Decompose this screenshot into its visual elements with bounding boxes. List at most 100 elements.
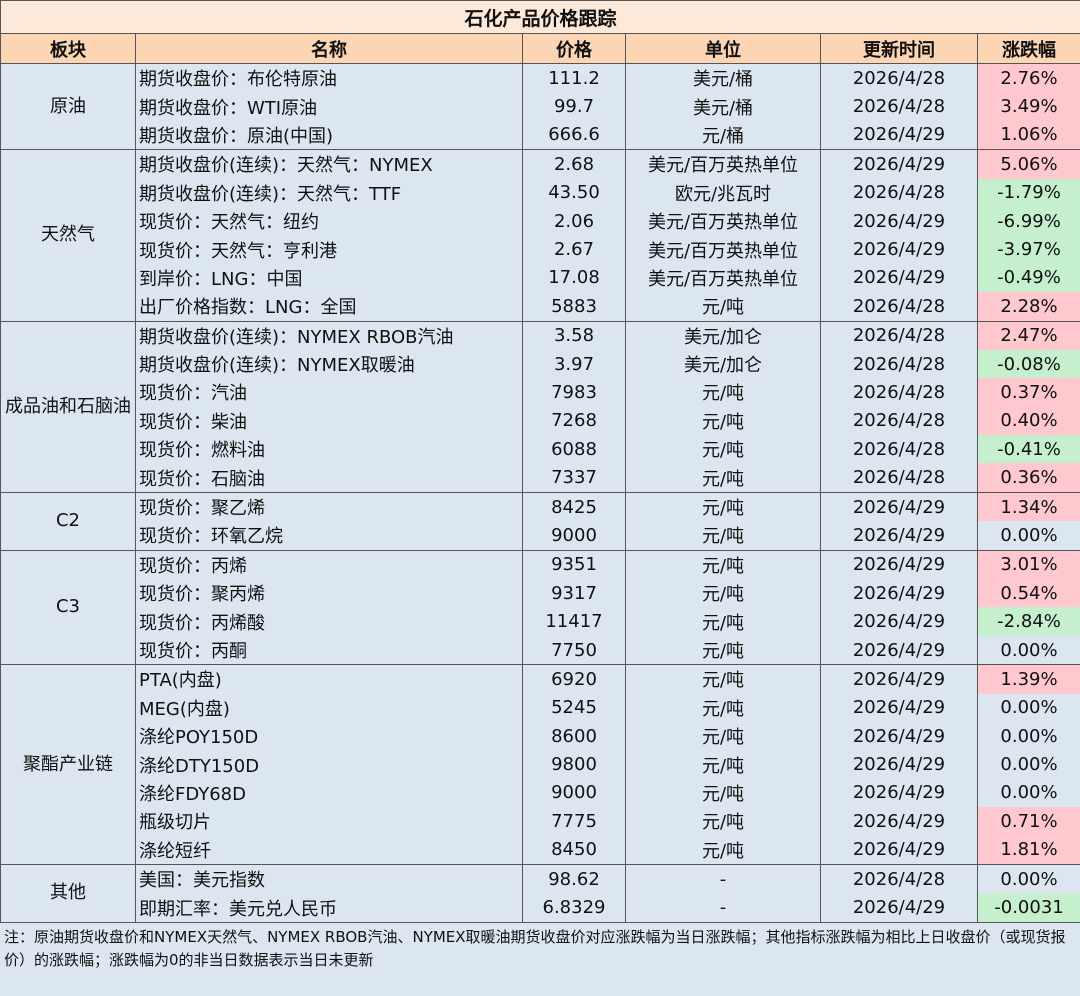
group-cell: C3 <box>0 549 136 666</box>
column-header: 涨跌幅 <box>976 33 1080 64</box>
change-cell: 0.40% <box>976 406 1080 436</box>
price-cell: 3.97 <box>522 349 626 379</box>
table-row: 涤纶FDY68D 9000 元/吨 2026/4/29 0.00% <box>1 778 1080 808</box>
unit-cell: 元/吨 <box>625 463 821 493</box>
name-cell: 现货价：聚乙烯 <box>135 492 523 522</box>
date-cell: 2026/4/28 <box>820 406 978 436</box>
date-cell: 2026/4/29 <box>820 579 978 608</box>
price-cell: 5245 <box>522 693 626 722</box>
table-row: 现货价：燃料油 6088 元/吨 2026/4/28 -0.41% <box>1 435 1080 464</box>
change-cell: 3.01% <box>976 550 1080 580</box>
name-cell: 现货价：天然气：纽约 <box>135 206 523 236</box>
table-row: 现货价：环氧乙烷 9000 元/吨 2026/4/29 0.00% <box>1 521 1080 551</box>
group-cell: 原油 <box>0 62 136 151</box>
unit-cell: 元/吨 <box>625 693 821 722</box>
unit-cell: 元/吨 <box>625 635 821 666</box>
date-cell: 2026/4/29 <box>820 664 978 694</box>
date-cell: 2026/4/29 <box>820 235 978 264</box>
table-row: 涤纶POY150D 8600 元/吨 2026/4/29 0.00% <box>1 721 1080 751</box>
name-cell: 现货价：丙烯 <box>135 550 523 580</box>
name-cell: 期货收盘价(连续)：NYMEX RBOB汽油 <box>135 321 523 350</box>
column-header: 价格 <box>522 33 626 64</box>
change-cell: 1.06% <box>976 120 1080 151</box>
name-cell: 期货收盘价：原油(中国) <box>135 120 523 151</box>
unit-cell: 元/吨 <box>625 721 821 751</box>
date-cell: 2026/4/28 <box>820 63 978 93</box>
date-cell: 2026/4/28 <box>820 321 978 350</box>
change-cell: 0.00% <box>976 635 1080 666</box>
name-cell: 瓶级切片 <box>135 807 523 836</box>
table-row: C2 现货价：聚乙烯 8425 元/吨 2026/4/29 1.34% <box>0 491 1080 551</box>
name-cell: 现货价：丙酮 <box>135 635 523 666</box>
change-cell: -6.99% <box>976 206 1080 236</box>
unit-cell: 欧元/兆瓦时 <box>625 178 821 207</box>
unit-cell: 元/吨 <box>625 406 821 436</box>
group-cell: 天然气 <box>0 149 136 322</box>
name-cell: 期货收盘价(连续)：天然气：NYMEX <box>135 149 523 179</box>
date-cell: 2026/4/28 <box>820 178 978 207</box>
name-cell: 涤纶短纤 <box>135 835 523 865</box>
change-cell: 1.34% <box>976 492 1080 522</box>
price-cell: 98.62 <box>522 864 626 894</box>
unit-cell: 元/吨 <box>625 807 821 836</box>
change-cell: 5.06% <box>976 149 1080 179</box>
date-cell: 2026/4/29 <box>820 149 978 179</box>
price-cell: 5883 <box>522 292 626 322</box>
change-cell: -0.0031 <box>976 893 1080 923</box>
column-header: 板块 <box>0 33 136 64</box>
table-title: 石化产品价格跟踪 <box>0 0 1080 34</box>
date-cell: 2026/4/29 <box>820 550 978 580</box>
name-cell: PTA(内盘) <box>135 664 523 694</box>
name-cell: 期货收盘价(连续)：天然气：TTF <box>135 178 523 207</box>
table-row: 涤纶DTY150D 9800 元/吨 2026/4/29 0.00% <box>1 750 1080 779</box>
unit-cell: 元/吨 <box>625 778 821 808</box>
table-row: 现货价：石脑油 7337 元/吨 2026/4/28 0.36% <box>1 463 1080 493</box>
change-cell: -0.41% <box>976 435 1080 464</box>
price-cell: 7268 <box>522 406 626 436</box>
date-cell: 2026/4/28 <box>820 864 978 894</box>
unit-cell: 元/吨 <box>625 521 821 551</box>
date-cell: 2026/4/29 <box>820 635 978 666</box>
name-cell: 现货价：丙烯酸 <box>135 607 523 636</box>
date-cell: 2026/4/29 <box>820 521 978 551</box>
date-cell: 2026/4/29 <box>820 721 978 751</box>
date-cell: 2026/4/28 <box>820 92 978 121</box>
unit-cell: 元/吨 <box>625 835 821 865</box>
change-cell: 0.00% <box>976 778 1080 808</box>
date-cell: 2026/4/28 <box>820 378 978 407</box>
change-cell: 0.54% <box>976 579 1080 608</box>
footnote: 注：原油期货收盘价和NYMEX天然气、NYMEX RBOB汽油、NYMEX取暖油… <box>4 927 1066 969</box>
name-cell: 现货价：柴油 <box>135 406 523 436</box>
price-table: 石化产品价格跟踪 板块 名称 价格 单位 更新时间 涨跌幅 原油 期货收盘价：布伦特原油 11… <box>0 0 1080 923</box>
name-cell: 现货价：燃料油 <box>135 435 523 464</box>
price-cell: 9000 <box>522 521 626 551</box>
change-cell: 0.37% <box>976 378 1080 407</box>
date-cell: 2026/4/29 <box>820 693 978 722</box>
table-row: 现货价：柴油 7268 元/吨 2026/4/28 0.40% <box>1 406 1080 436</box>
price-cell: 8450 <box>522 835 626 865</box>
table-row: 现货价：天然气：亨利港 2.67 美元/百万英热单位 2026/4/29 -3.97% <box>1 235 1080 264</box>
unit-cell: 元/吨 <box>625 435 821 464</box>
price-cell: 43.50 <box>522 178 626 207</box>
price-cell: 6088 <box>522 435 626 464</box>
column-header: 单位 <box>625 33 821 64</box>
price-cell: 7983 <box>522 378 626 407</box>
change-cell: -0.49% <box>976 263 1080 293</box>
name-cell: 涤纶DTY150D <box>135 750 523 779</box>
name-cell: 即期汇率：美元兑人民币 <box>135 893 523 923</box>
name-cell: 现货价：聚丙烯 <box>135 579 523 608</box>
unit-cell: - <box>625 893 821 923</box>
price-cell: 17.08 <box>522 263 626 293</box>
date-cell: 2026/4/28 <box>820 463 978 493</box>
unit-cell: 美元/百万英热单位 <box>625 149 821 179</box>
price-cell: 8600 <box>522 721 626 751</box>
table-row: 期货收盘价：WTI原油 99.7 美元/桶 2026/4/28 3.49% <box>1 92 1080 121</box>
unit-cell: 美元/桶 <box>625 92 821 121</box>
change-cell: 0.71% <box>976 807 1080 836</box>
name-cell: 出厂价格指数：LNG：全国 <box>135 292 523 322</box>
table-row: 现货价：聚丙烯 9317 元/吨 2026/4/29 0.54% <box>1 579 1080 608</box>
date-cell: 2026/4/29 <box>820 120 978 151</box>
table-row: 期货收盘价(连续)：NYMEX取暖油 3.97 美元/加仑 2026/4/28 -0.0… <box>1 349 1080 379</box>
table-row: 即期汇率：美元兑人民币 6.8329-2026/4/29 -0.0031 <box>1 893 1080 923</box>
table-row: 天然气 期货收盘价(连续)：天然气：NYMEX 2.68 美元/百万英热单位 2026/… <box>0 149 1080 322</box>
